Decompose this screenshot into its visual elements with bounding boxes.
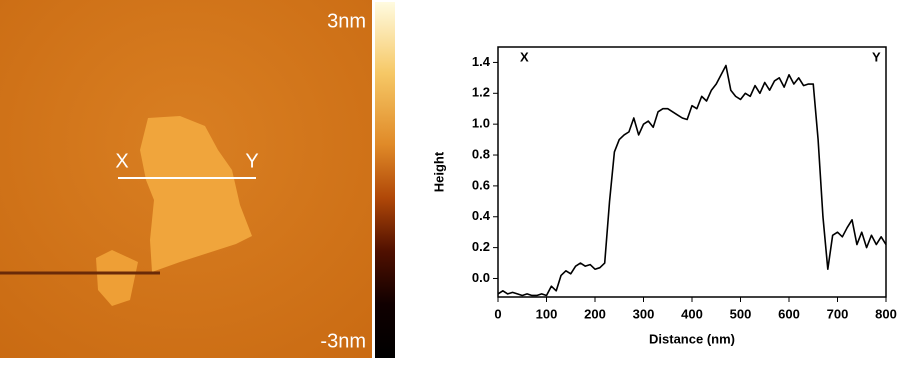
chart: X Y Distance (nm) Height 0 100 200 300 400 50… — [431, 46, 897, 346]
x-tick-label: 100 — [536, 306, 558, 321]
y-tick-label: 1.4 — [472, 54, 491, 69]
y-tick-label: 0.0 — [472, 270, 490, 285]
x-tick-label: 300 — [633, 306, 655, 321]
y-tick-label: 1.2 — [472, 85, 490, 100]
annotation: Y — [872, 49, 881, 64]
afm-image: X Y 3nm -3nm — [0, 0, 372, 358]
y-tick-label: 0.6 — [472, 177, 490, 192]
profile-line — [497, 64, 887, 297]
colorbar — [375, 2, 395, 358]
x-tick-label: 800 — [875, 306, 897, 321]
x-tick-label: 0 — [494, 306, 501, 321]
x-tick-label: 600 — [778, 306, 800, 321]
flake — [140, 116, 252, 272]
x-tick-label: 200 — [584, 306, 606, 321]
x-tick-label: 400 — [681, 306, 703, 321]
y-axis-label: Height — [431, 151, 446, 192]
x-axis-label: Distance (nm) — [649, 331, 735, 346]
plot-frame — [497, 46, 887, 298]
x-tick-label: 700 — [827, 306, 849, 321]
annotation: X — [520, 49, 529, 64]
marker-label: Y — [245, 150, 258, 172]
colorbar-label: -3nm — [320, 330, 366, 352]
y-tick-label: 0.8 — [472, 146, 490, 161]
marker-label: X — [115, 150, 128, 172]
y-tick-label: 0.4 — [472, 208, 491, 223]
y-tick-label: 1.0 — [472, 116, 490, 131]
x-tick-label: 500 — [730, 306, 752, 321]
y-tick-label: 0.2 — [472, 239, 490, 254]
small-flake — [96, 250, 138, 306]
colorbar-label: 3nm — [327, 10, 366, 32]
